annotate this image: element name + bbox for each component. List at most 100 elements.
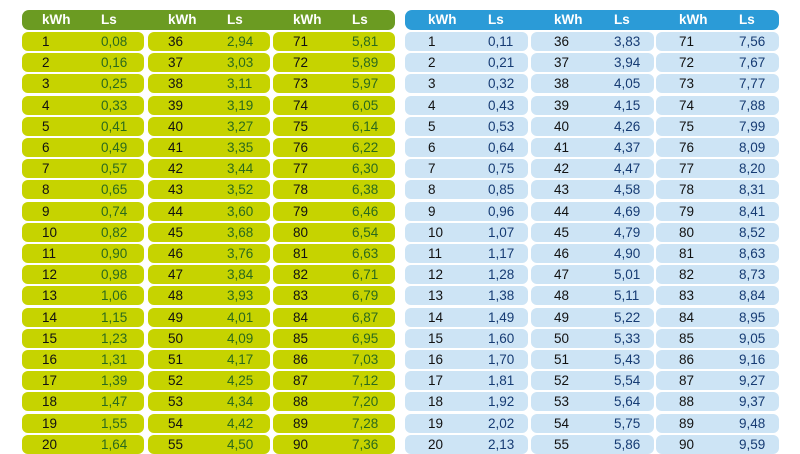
- ls-cell: 3,52: [227, 182, 254, 198]
- kwh-cell: 41: [554, 140, 570, 155]
- ls-cell: 4,26: [614, 118, 641, 134]
- kwh-cell: 76: [293, 140, 309, 155]
- kwh-cell: 48: [554, 288, 570, 304]
- ls-cell: 7,88: [739, 97, 766, 113]
- kwh-cell: 86: [679, 352, 695, 367]
- row-band: [405, 32, 528, 51]
- ls-cell: 3,60: [227, 203, 254, 219]
- row-band: [531, 180, 654, 200]
- row-band: [531, 53, 654, 73]
- row-band: [22, 95, 144, 115]
- ls-cell: 1,47: [101, 394, 128, 410]
- ls-cell: 5,01: [614, 267, 641, 283]
- ls-cell: 8,95: [739, 309, 766, 325]
- row-band: [531, 434, 654, 454]
- row-band: [656, 286, 779, 306]
- ls-cell: 3,68: [227, 224, 254, 240]
- row-band: [405, 74, 528, 94]
- kwh-cell: 85: [679, 330, 695, 346]
- kwh-cell: 81: [679, 246, 695, 261]
- row-band: [148, 201, 270, 221]
- ls-cell: 4,05: [614, 76, 641, 92]
- kwh-cell: 11: [428, 246, 443, 261]
- kwh-cell: 16: [428, 352, 444, 367]
- header-cell: Ls: [614, 12, 630, 27]
- row-band: [148, 392, 270, 412]
- ls-cell: 6,30: [352, 161, 379, 177]
- kwh-cell: 41: [168, 140, 184, 155]
- kwh-cell: 48: [168, 288, 184, 304]
- row-band: [273, 392, 395, 412]
- kwh-cell: 84: [293, 309, 309, 325]
- kwh-cell: 1: [428, 34, 436, 49]
- ls-cell: 5,11: [614, 288, 640, 304]
- kwh-cell: 15: [428, 330, 444, 346]
- kwh-cell: 46: [554, 246, 570, 261]
- row-band: [405, 413, 528, 433]
- ls-cell: 6,38: [352, 182, 379, 198]
- kwh-cell: 39: [168, 97, 184, 113]
- ls-cell: 7,20: [352, 394, 379, 410]
- ls-cell: 1,92: [488, 394, 515, 410]
- kwh-cell: 10: [42, 224, 58, 240]
- ls-cell: 5,75: [614, 415, 641, 431]
- kwh-cell: 5: [42, 118, 50, 134]
- ls-cell: 2,94: [227, 34, 254, 49]
- ls-cell: 6,05: [352, 97, 379, 113]
- kwh-cell: 19: [428, 415, 444, 431]
- kwh-cell: 83: [293, 288, 309, 304]
- row-band: [656, 413, 779, 433]
- row-band: [22, 53, 144, 73]
- ls-cell: 1,39: [101, 373, 128, 389]
- ls-cell: 0,16: [101, 55, 128, 71]
- kwh-cell: 4: [428, 97, 436, 113]
- ls-cell: 0,32: [488, 76, 515, 92]
- kwh-cell: 54: [554, 415, 570, 431]
- ls-cell: 0,74: [101, 203, 128, 219]
- row-band: [148, 180, 270, 200]
- ls-cell: 0,21: [488, 55, 515, 71]
- row-band: [405, 222, 528, 242]
- ls-cell: 4,58: [614, 182, 641, 198]
- kwh-cell: 82: [293, 267, 309, 283]
- row-band: [656, 138, 779, 157]
- kwh-cell: 15: [42, 330, 58, 346]
- ls-cell: 1,28: [488, 267, 515, 283]
- kwh-cell: 53: [554, 394, 570, 410]
- kwh-cell: 18: [428, 394, 444, 410]
- row-band: [405, 265, 528, 285]
- ls-cell: 0,25: [101, 76, 128, 92]
- ls-cell: 7,36: [352, 436, 379, 452]
- row-band: [405, 180, 528, 200]
- kwh-cell: 45: [554, 224, 570, 240]
- header-cell: kWh: [679, 12, 708, 27]
- row-band: [656, 307, 779, 327]
- ls-cell: 1,07: [488, 224, 515, 240]
- ls-cell: 3,84: [227, 267, 254, 283]
- ls-cell: 0,98: [101, 267, 128, 283]
- row-band: [273, 222, 395, 242]
- row-band: [22, 138, 144, 157]
- kwh-cell: 84: [679, 309, 695, 325]
- kwh-cell: 52: [554, 373, 570, 389]
- kwh-cell: 2: [428, 55, 436, 71]
- header-cell: Ls: [739, 12, 755, 27]
- row-band: [531, 222, 654, 242]
- row-band: [656, 265, 779, 285]
- row-band: [656, 95, 779, 115]
- row-band: [656, 350, 779, 369]
- row-band: [148, 138, 270, 157]
- row-band: [22, 286, 144, 306]
- row-band: [22, 201, 144, 221]
- ls-cell: 5,54: [614, 373, 641, 389]
- ls-cell: 0,64: [488, 140, 515, 155]
- row-band: [273, 328, 395, 348]
- row-band: [148, 116, 270, 136]
- row-band: [273, 286, 395, 306]
- ls-cell: 4,47: [614, 161, 641, 177]
- row-band: [656, 201, 779, 221]
- ls-cell: 5,43: [614, 352, 641, 367]
- kwh-cell: 1: [42, 34, 50, 49]
- kwh-cell: 78: [293, 182, 309, 198]
